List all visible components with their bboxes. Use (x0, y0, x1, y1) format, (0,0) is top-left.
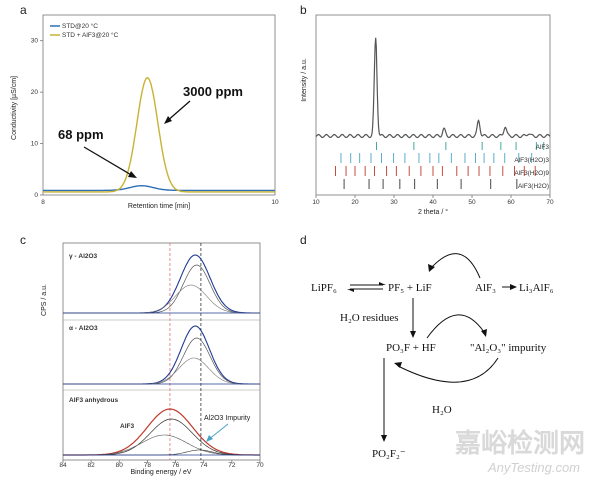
scheme-li3alf6: Li₃AlF₆ (519, 282, 554, 294)
annotation-3000ppm: 3000 ppm (183, 84, 243, 99)
c-alpha-comp-1 (63, 337, 260, 385)
c-xtick-label: 82 (88, 462, 96, 469)
arrowhead-68ppm (128, 171, 137, 178)
scheme-alf3: AlF₃ (475, 282, 496, 294)
ref-label-alf3-h2o: AlF3(H2O) (518, 183, 549, 190)
arrow-68ppm (83, 146, 134, 177)
c-alf3-comp-1 (63, 418, 260, 456)
arrowhead-pf5-to-pof3 (410, 331, 416, 338)
scheme-al2o3: "Al₂O₃" impurity (470, 342, 547, 354)
panel-letter-b: b (300, 3, 307, 17)
xrd-pattern-line (315, 37, 551, 139)
c-alpha-fit (63, 325, 260, 385)
ref-label-alf3-h2o9: AlF3(H2O)9 (514, 170, 549, 177)
c-gamma-comp-1 (63, 264, 260, 314)
subplot-label-alpha: α - Al2O3 (69, 325, 98, 332)
arrowhead-impurity (206, 435, 213, 442)
chart-a-xlabel: Retention time [min] (128, 203, 190, 210)
chart-c: CPS / a.u. Binding energy / eV 84 82 80 78 7… (41, 242, 264, 476)
chart-b: Intensity / a.u. 2 theta / ° 10 20 30 40 50 6… (301, 14, 554, 216)
c-alf3-comp-2 (63, 434, 260, 456)
b-xtick-label: 30 (390, 199, 398, 206)
a-xtick-label: 8 (41, 199, 45, 206)
scheme-po2f2: PO₂F₂⁻ (372, 448, 406, 460)
legend-alf3: STD + AlF3@20 °C (62, 31, 119, 39)
c-xtick-label: 78 (144, 462, 152, 469)
b-xtick-label: 20 (351, 199, 359, 206)
annotation-al2o3-impurity: Al2O3 Impurity (204, 415, 251, 422)
arrowhead-pof3-to-po2f2 (381, 435, 387, 442)
panel-letter-d: d (300, 233, 307, 247)
equilibrium-arrowhead-bottom (347, 289, 354, 292)
chart-c-ylabel: CPS / a.u. (41, 284, 48, 316)
scheme-lipf6: LiPF₆ (311, 282, 337, 294)
a-ytick-label: 30 (31, 38, 39, 45)
chart-a: Conductivity [µS/cm] Retention time [min… (11, 14, 279, 210)
arrowhead-to-li3alf6 (510, 284, 517, 290)
series-std-line (43, 184, 275, 192)
ref-label-alf3: AlF3 (536, 144, 550, 151)
curved-arrowhead-pof3 (394, 362, 402, 368)
b-xtick-label: 60 (507, 199, 515, 206)
chart-a-legend: STD@20 °C STD + AlF3@20 °C (50, 22, 119, 39)
annotation-alf3: AlF3 (120, 423, 134, 430)
chart-b-ylabel: Intensity / a.u. (301, 58, 308, 102)
a-ytick-label: 20 (31, 89, 39, 96)
ref-label-alf3-h2o3: AlF3(H2O)3 (514, 157, 549, 164)
panel-letter-a: a (20, 3, 27, 17)
c-xtick-label: 76 (172, 462, 180, 469)
series-alf3-line (43, 76, 275, 193)
watermark-en: AnyTesting.com (487, 460, 580, 475)
b-xtick-label: 70 (546, 199, 554, 206)
equilibrium-arrowhead-top (379, 282, 386, 285)
c-gamma-comp-2 (63, 284, 260, 314)
curved-arrow-hf-to-al2o3 (426, 314, 485, 339)
a-ytick-label: 10 (31, 141, 39, 148)
c-xtick-label: 70 (256, 462, 264, 469)
chart-c-xlabel: Binding energy / eV (130, 469, 191, 476)
a-ytick-label: 0 (34, 192, 38, 199)
a-xtick-label: 10 (271, 199, 279, 206)
c-xtick-label: 84 (59, 462, 67, 469)
c-gamma-fit (63, 254, 260, 314)
curved-arrowhead-al2o3 (481, 329, 487, 337)
watermark-cn: 嘉峪检测网 (455, 428, 585, 459)
chart-a-frame (42, 14, 276, 196)
scheme-pof3-hf: PO₃F + HF (386, 342, 436, 354)
curved-arrowhead-alf3 (428, 264, 435, 272)
scheme-h2o-residues: H₂O residues (340, 312, 399, 324)
reaction-scheme: LiPF₆ PF₅ + LiF AlF₃ Li₃AlF₆ H₂O residue… (311, 253, 554, 460)
b-xtick-label: 40 (429, 199, 437, 206)
subplot-label-gamma: γ - Al2O3 (69, 253, 98, 260)
scheme-pf5-lif: PF₅ + LiF (388, 282, 432, 294)
curved-arrow-alf3-to-pf5 (430, 253, 481, 279)
annotation-68ppm: 68 ppm (58, 127, 104, 142)
c-xtick-label: 80 (116, 462, 124, 469)
b-xtick-label: 10 (312, 199, 320, 206)
legend-std: STD@20 °C (62, 22, 98, 30)
panel-letter-c: c (20, 233, 26, 247)
chart-b-xlabel: 2 theta / ° (418, 208, 448, 216)
b-xtick-label: 50 (468, 199, 476, 206)
chart-c-frame (62, 242, 261, 461)
c-xtick-label: 74 (200, 462, 208, 469)
scheme-h2o: H₂O (432, 404, 452, 416)
arrowhead-3000ppm (164, 116, 172, 124)
subplot-label-alf3: AlF3 anhydrous (69, 397, 119, 404)
c-xtick-label: 72 (228, 462, 236, 469)
chart-a-ylabel: Conductivity [µS/cm] (11, 76, 18, 140)
curved-arrow-al2o3-to-pof3 (397, 357, 499, 383)
